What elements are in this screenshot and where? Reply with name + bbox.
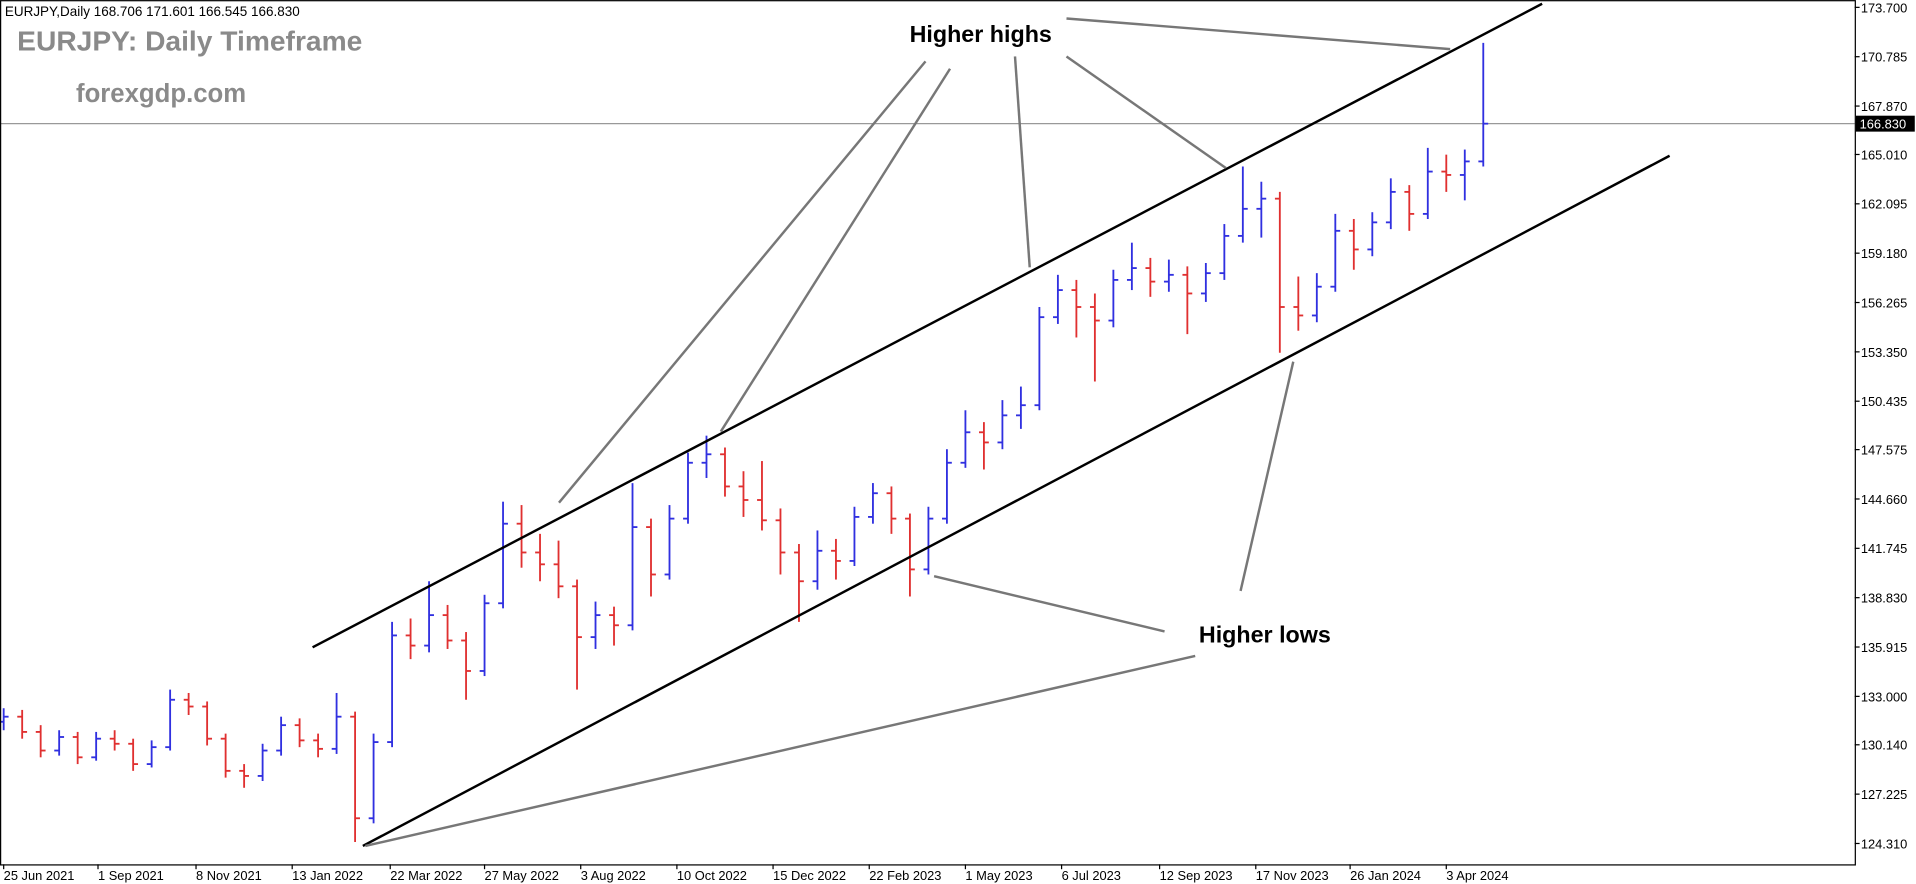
- y-tick-label: 167.870: [1861, 99, 1907, 114]
- y-tick-label: 124.310: [1861, 836, 1907, 851]
- y-tick-label: 173.700: [1861, 0, 1907, 15]
- annotation: Higher highs: [910, 21, 1052, 47]
- y-tick-label: 135.915: [1861, 640, 1907, 655]
- y-tick-label: 138.830: [1861, 591, 1907, 606]
- lower-channel-line: [362, 154, 1671, 848]
- x-tick-label: 3 Aug 2022: [581, 868, 646, 883]
- watermark: forexgdp.com: [76, 80, 246, 108]
- y-tick-label: 159.180: [1861, 246, 1907, 261]
- x-tick-label: 1 May 2023: [965, 868, 1032, 883]
- pointer-line: [933, 575, 1165, 633]
- x-tick-label: 26 Jan 2024: [1350, 868, 1421, 883]
- pointer-line: [365, 654, 1196, 848]
- x-tick-label: 6 Jul 2023: [1062, 868, 1121, 883]
- y-tick-label: 162.095: [1861, 197, 1907, 212]
- current-price-box: [1855, 115, 1915, 132]
- pointer-line: [558, 60, 927, 504]
- x-tick-label: 25 Jun 2021: [4, 868, 75, 883]
- y-tick-label: 156.265: [1861, 295, 1907, 310]
- y-tick-label: 150.435: [1861, 394, 1907, 409]
- plot-area: [0, 42, 1855, 842]
- pointer-line: [1013, 56, 1031, 268]
- y-tick-label: 147.575: [1861, 443, 1907, 458]
- x-tick-label: 22 Mar 2022: [390, 868, 462, 883]
- pointer-line: [719, 68, 952, 433]
- y-tick-label: 170.785: [1861, 50, 1907, 65]
- x-tick-label: 22 Feb 2023: [869, 868, 941, 883]
- pointer-lines: [365, 17, 1451, 848]
- x-tick-label: 15 Dec 2022: [773, 868, 846, 883]
- y-tick-label: 127.225: [1861, 787, 1907, 802]
- x-tick-label: 17 Nov 2023: [1256, 868, 1329, 883]
- x-tick-label: 12 Sep 2023: [1160, 868, 1233, 883]
- y-tick-label: 141.745: [1861, 541, 1907, 556]
- y-tick-label: 165.010: [1861, 147, 1907, 162]
- x-tick-label: 3 Apr 2024: [1446, 868, 1508, 883]
- pointer-line: [1066, 17, 1451, 51]
- y-tick-label: 144.660: [1861, 492, 1907, 507]
- x-tick-label: 13 Jan 2022: [292, 868, 363, 883]
- x-tick-label: 8 Nov 2021: [196, 868, 262, 883]
- y-tick-label: 130.140: [1861, 738, 1907, 753]
- x-tick-label: 1 Sep 2021: [98, 868, 164, 883]
- x-tick-label: 27 May 2022: [485, 868, 559, 883]
- y-tick-label: 133.000: [1861, 689, 1907, 704]
- annotation: Higher lows: [1199, 621, 1331, 647]
- chart-title: EURJPY: Daily Timeframe: [17, 24, 362, 56]
- pointer-line: [1239, 361, 1295, 592]
- current-price-label: 166.830: [1860, 117, 1906, 132]
- symbol-header: EURJPY,Daily 168.706 171.601 166.545 166…: [5, 4, 300, 19]
- upper-channel-line: [312, 2, 1543, 649]
- plot-frame: [0, 0, 1856, 866]
- y-tick-label: 153.350: [1861, 345, 1907, 360]
- pointer-line: [1065, 55, 1227, 170]
- x-tick-label: 10 Oct 2022: [677, 868, 747, 883]
